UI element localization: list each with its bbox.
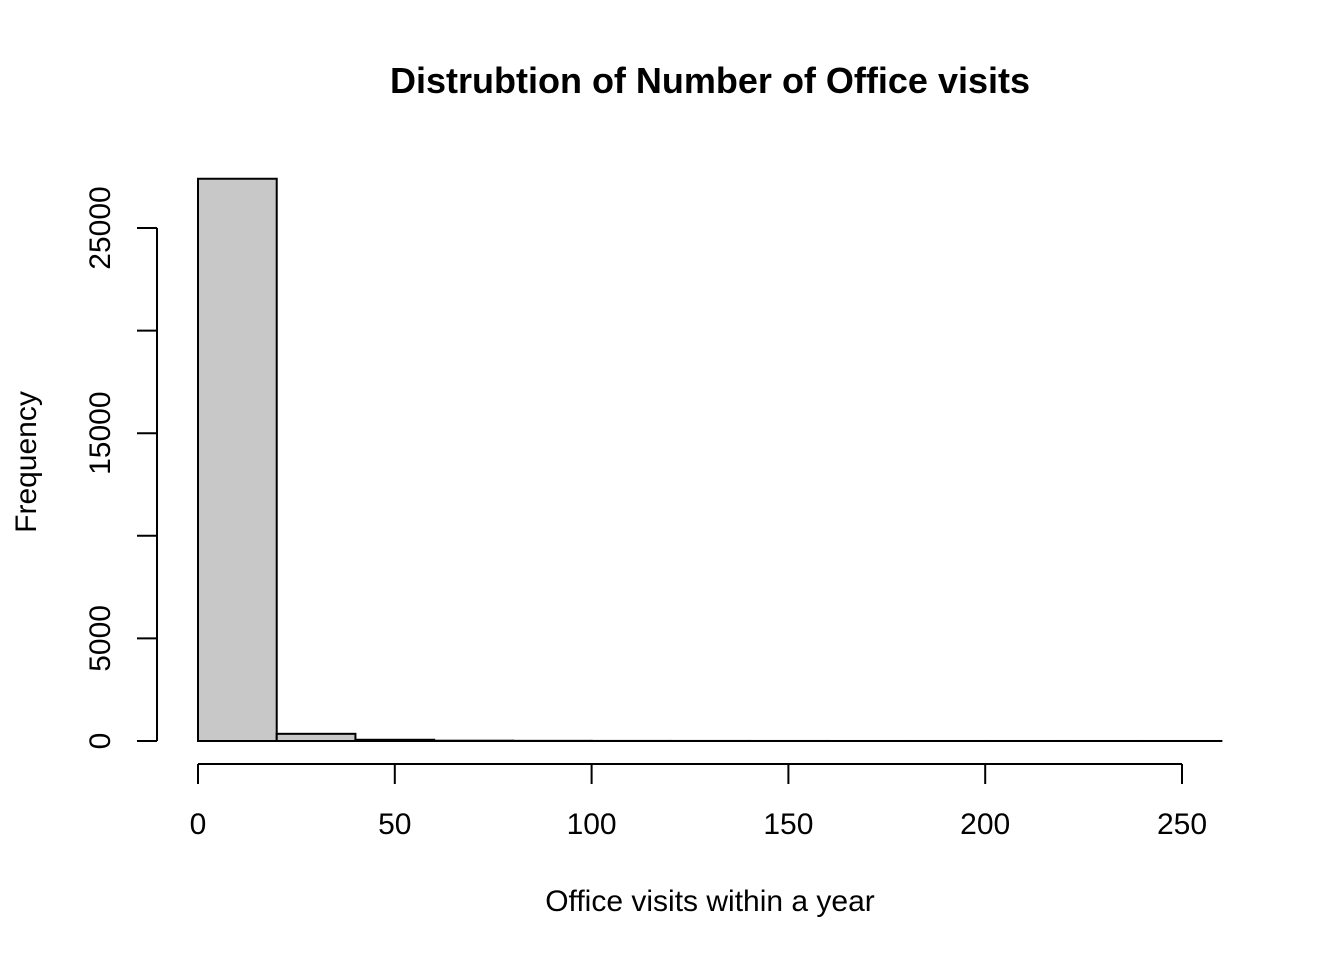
y-tick-label: 15000 (84, 391, 117, 474)
y-axis: 0 5000 15000 25000 (84, 186, 158, 750)
histogram-bar (197, 177, 278, 742)
x-tick-label: 250 (1157, 808, 1207, 841)
y-tick-label: 25000 (84, 186, 117, 269)
x-tick-label: 150 (763, 808, 813, 841)
y-tick-label: 5000 (84, 605, 117, 672)
x-axis: 0 50 100 150 200 250 (190, 763, 1207, 841)
x-tick-label: 100 (567, 808, 617, 841)
x-tick-label: 50 (378, 808, 411, 841)
y-axis-label: Frequency (10, 391, 43, 533)
histogram-bars (197, 177, 1223, 743)
chart-title: Distrubtion of Number of Office visits (390, 60, 1030, 101)
histogram-bar (275, 732, 357, 742)
y-tick-label: 0 (84, 733, 117, 750)
x-tick-label: 0 (190, 808, 207, 841)
x-tick-label: 200 (960, 808, 1010, 841)
x-axis-label: Office visits within a year (545, 885, 875, 918)
